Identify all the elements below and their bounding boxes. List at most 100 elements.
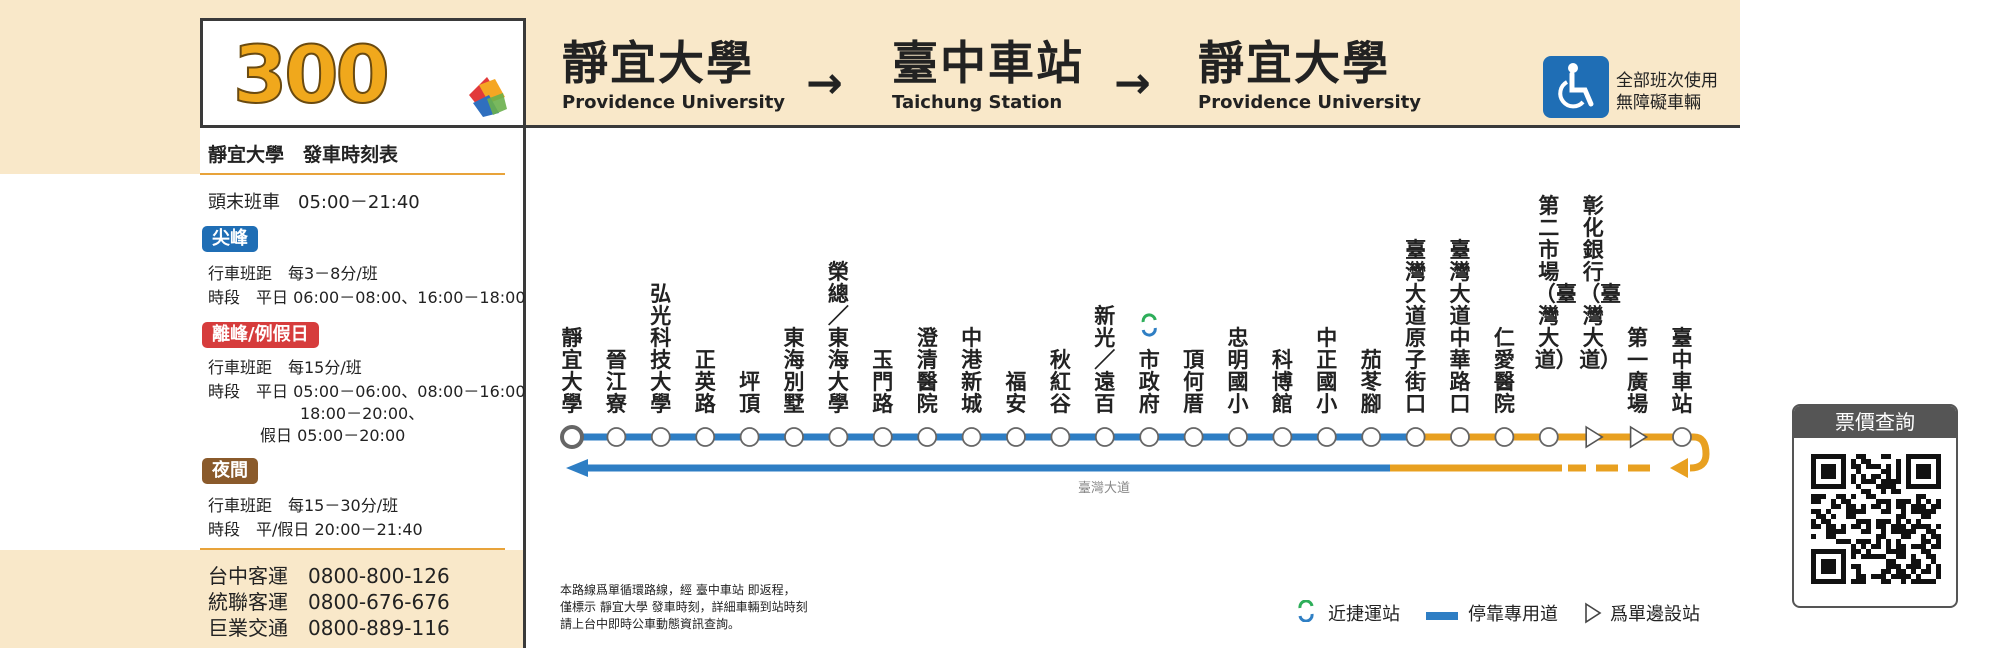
offpeak-holiday: 假日 05:00－20:00: [260, 426, 406, 445]
return-arrowhead: [1670, 458, 1688, 478]
mrt-icon: [1141, 327, 1157, 337]
station-marker: [1183, 427, 1204, 447]
station-label: 榮總／東海大學: [827, 260, 849, 416]
station-label: 中港新城: [961, 326, 983, 416]
peak-badge: 尖峰: [202, 226, 258, 252]
arrow-right-icon: →: [1114, 58, 1151, 109]
via-en: Taichung Station: [892, 92, 1063, 113]
night-period: 時段 平/假日 20:00－21:40: [208, 520, 423, 539]
station-marker: [606, 427, 627, 447]
station-marker: [917, 427, 938, 447]
station-marker: [650, 427, 671, 447]
origin-en: Providence University: [562, 92, 786, 113]
station-label: 東海別墅: [783, 326, 805, 416]
accessible-note: 全部班次使用 無障礙車輛: [1616, 71, 1718, 113]
route-number-box: 300: [200, 18, 523, 128]
timetable-title: 靜宜大學 發車時刻表: [208, 144, 399, 166]
station-label: 秋紅谷: [1049, 348, 1071, 416]
route-number: 300: [232, 31, 391, 121]
turnaround-loop: [1689, 433, 1710, 472]
peak-period: 時段 平日 06:00－08:00、16:00－18:00: [208, 288, 526, 307]
station-label: 弘光科技大學: [650, 282, 672, 416]
contact-band: [0, 550, 525, 648]
station-marker: [1316, 427, 1337, 447]
night-interval: 行車班距 每15－30分/班: [208, 496, 399, 515]
legend-oneside: 爲單邊設站: [1610, 604, 1700, 625]
station-marker: [872, 427, 893, 447]
rule: [200, 173, 505, 175]
fare-query-box[interactable]: 票價查詢: [1792, 404, 1958, 608]
station-marker: [1006, 427, 1026, 447]
station-marker: [828, 427, 849, 447]
station-label: 臺灣大道中華路口: [1449, 238, 1471, 416]
station-marker: [961, 427, 982, 447]
station-marker: [1228, 427, 1248, 447]
legend-lane: 停靠專用道: [1468, 604, 1558, 625]
offpeak-badge: 離峰/例假日: [202, 322, 319, 348]
station-label: 科博館: [1271, 348, 1293, 416]
station-marker: [1272, 427, 1293, 447]
road-label: 臺灣大道: [1078, 481, 1130, 496]
one-side-stop-icon: [1585, 602, 1602, 624]
station-marker: [1094, 427, 1115, 447]
station-label: 彰化銀行（臺灣大道）: [1579, 194, 1622, 372]
contact-ubus: 統聯客運 0800-676-676: [208, 590, 450, 614]
station-marker: [1494, 427, 1515, 447]
station-marker: [1050, 427, 1071, 447]
night-badge: 夜間: [202, 458, 258, 484]
station-label: 第一廣場: [1627, 326, 1649, 416]
contact-geya: 巨業交通 0800-889-116: [208, 616, 450, 640]
divider-horizontal: [523, 125, 1740, 128]
via-zh: 臺中車站: [892, 36, 1084, 90]
qr-code-icon[interactable]: [1811, 454, 1941, 584]
station-marker: [1450, 427, 1470, 447]
offpeak-period-2: 18:00－20:00、: [300, 404, 425, 423]
one-side-stop-marker: [1629, 425, 1649, 449]
station-label: 中正國小: [1316, 326, 1338, 416]
station-marker: [1139, 427, 1160, 447]
station-marker: [1361, 427, 1382, 447]
timetable-title-band: [0, 128, 200, 174]
station-label: 頂何厝: [1183, 348, 1205, 416]
station-label: 晉江寮: [605, 348, 627, 416]
offpeak-period: 時段 平日 05:00－06:00、08:00－16:00: [208, 382, 526, 401]
station-label: 正英路: [694, 348, 716, 416]
final-destination: 靜宜大學 Providence University: [1198, 40, 1421, 113]
station-label: 福安: [1005, 370, 1027, 416]
station-marker: [784, 427, 804, 447]
city-bus-logo-icon: [469, 77, 507, 117]
station-marker: [1405, 427, 1426, 447]
rule: [200, 548, 505, 550]
station-label: 茄苳腳: [1360, 348, 1382, 416]
station-label: 市政府: [1138, 348, 1160, 416]
return-arrow-end: [566, 459, 588, 477]
station-label: 靜宜大學: [561, 326, 583, 416]
lane-swatch: [1426, 612, 1458, 620]
arrow-right-icon: →: [806, 58, 843, 109]
legend-mrt: 近捷運站: [1328, 604, 1400, 625]
station-marker: [695, 427, 716, 447]
timetable-panel: 靜宜大學 發車時刻表 頭末班車 05:00－21:40 尖峰 行車班距 每3－8…: [200, 128, 526, 648]
via-destination: 臺中車站 Taichung Station: [892, 40, 1084, 113]
mrt-icon: [1298, 600, 1314, 622]
station-marker: [739, 427, 760, 447]
contact-taichung-bus: 台中客運 0800-800-126: [208, 564, 450, 588]
station-label: 第二市場（臺灣大道）: [1534, 194, 1577, 372]
station-label: 澄清醫院: [916, 326, 938, 416]
station-label: 玉門路: [872, 348, 894, 416]
peak-interval: 行車班距 每3－8分/班: [208, 264, 378, 283]
station-label: 坪頂: [739, 370, 761, 416]
station-marker: [1538, 427, 1559, 447]
wheelchair-icon: [1543, 56, 1609, 118]
station-label: 仁愛醫院: [1493, 326, 1515, 416]
final-en: Providence University: [1198, 92, 1422, 113]
final-zh: 靜宜大學: [1198, 36, 1390, 90]
station-label: 臺灣大道原子街口: [1405, 238, 1427, 416]
station-label: 臺中車站: [1671, 326, 1693, 416]
origin-zh: 靜宜大學: [562, 36, 754, 90]
station-marker: [1672, 427, 1692, 447]
fare-query-title: 票價查詢: [1794, 406, 1956, 438]
one-side-stop-marker: [1585, 425, 1604, 449]
station-label: 新光／遠百: [1094, 304, 1116, 416]
terminus-marker: [560, 425, 584, 449]
